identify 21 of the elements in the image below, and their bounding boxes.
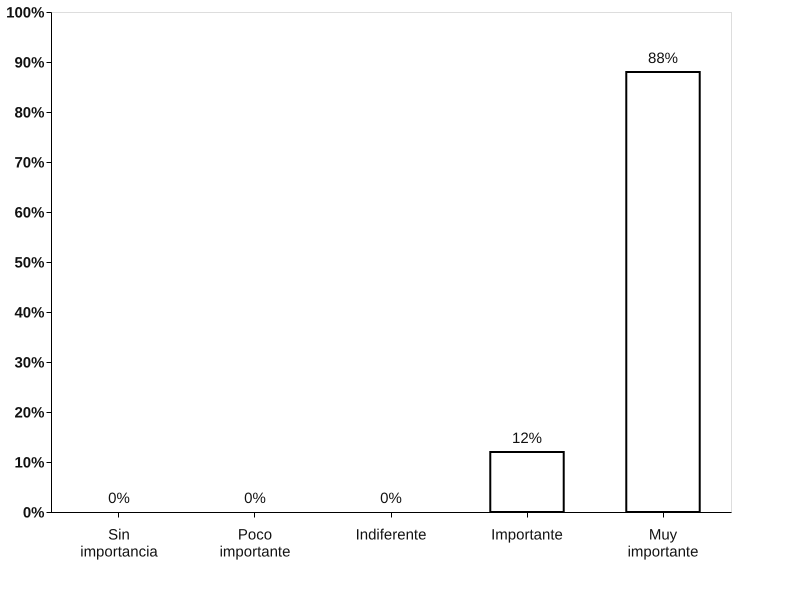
y-tick-label: 50% (14, 254, 44, 272)
data-label: 0% (244, 490, 266, 507)
data-label: 12% (512, 430, 542, 447)
y-tick-label: 70% (14, 154, 44, 172)
x-tick-label: Sin importancia (80, 526, 158, 560)
y-tick-label: 100% (6, 4, 44, 22)
x-tick-label: Poco importante (220, 526, 290, 560)
y-tick-label: 60% (14, 204, 44, 222)
y-tick-label: 40% (14, 304, 44, 322)
y-tick-label: 30% (14, 354, 44, 372)
y-tick-label: 90% (14, 54, 44, 72)
x-tick-label: Importante (491, 526, 563, 544)
x-tick-label: Indiferente (356, 526, 426, 544)
x-tick-label: Muy importante (628, 526, 698, 560)
data-label: 0% (380, 490, 402, 507)
data-label: 88% (648, 50, 678, 67)
data-label: 0% (108, 490, 130, 507)
y-tick-label: 0% (22, 504, 44, 522)
y-tick-label: 20% (14, 404, 44, 422)
y-tick-label: 10% (14, 454, 44, 472)
y-tick-label: 80% (14, 104, 44, 122)
